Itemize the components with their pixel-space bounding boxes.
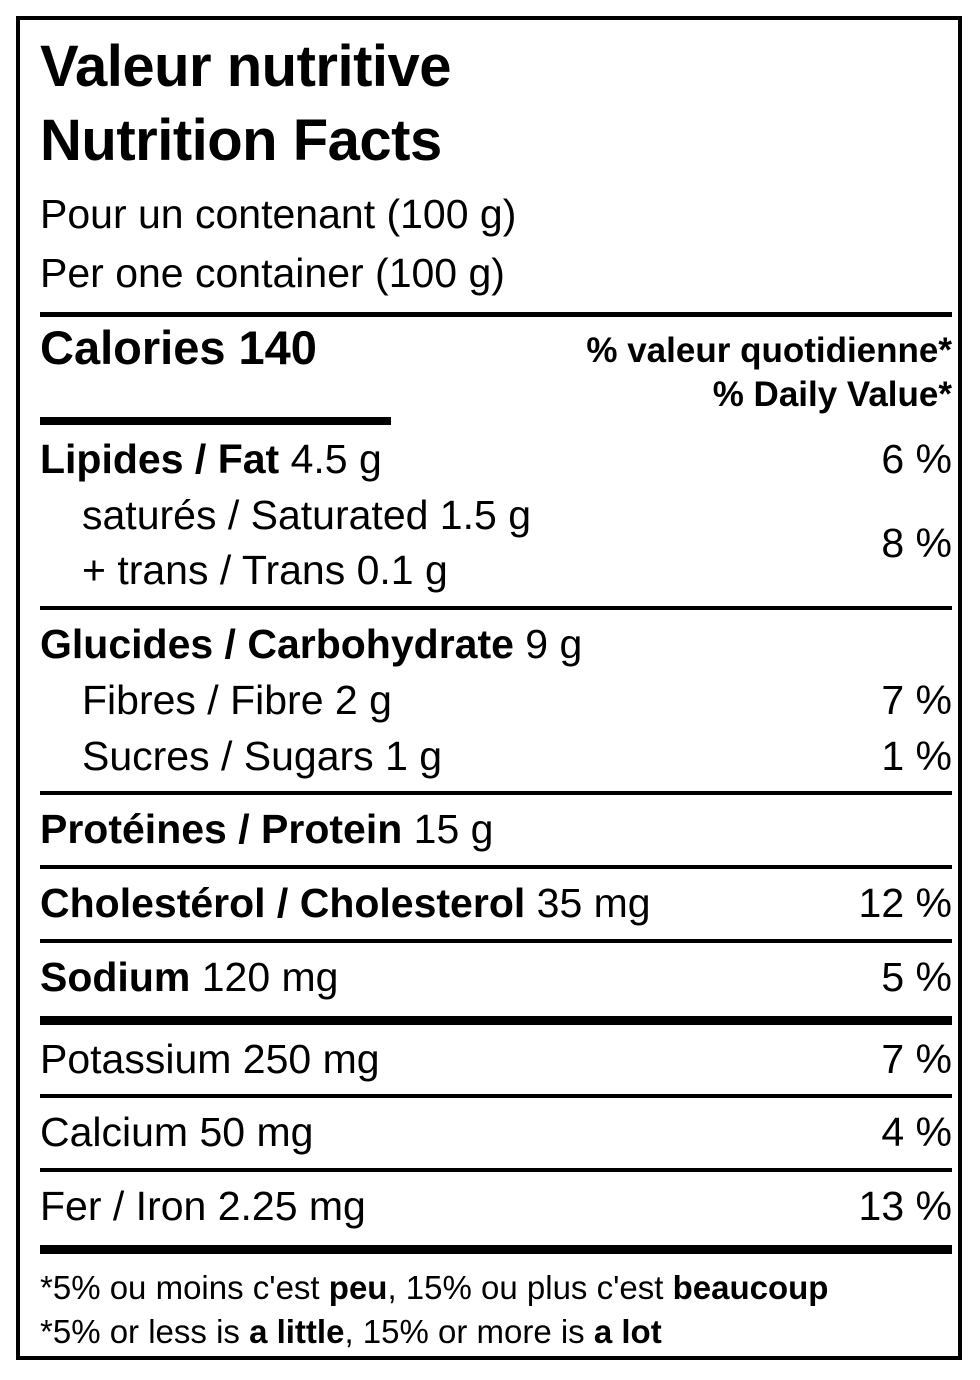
nutrient-row-iron: Fer / Iron 2.25 mg 13 % <box>40 1179 952 1235</box>
protein-amount: 15 g <box>402 806 494 853</box>
rule-after-cholesterol <box>40 938 952 943</box>
footnote-fr-bold1: peu <box>328 1268 388 1306</box>
rule-after-fat <box>40 606 952 611</box>
footnote-fr-part1: *5% ou moins c'est <box>40 1268 329 1306</box>
sodium-amount: 120 mg <box>190 953 339 1000</box>
potassium-percent: 7 % <box>881 1035 952 1082</box>
spacer <box>40 795 952 802</box>
spacer <box>40 302 952 312</box>
daily-value-header: % valeur quotidienne* % Daily Value* <box>586 321 952 417</box>
calories-label: Calories 140 <box>40 320 317 374</box>
sugars-percent: 1 % <box>881 732 952 779</box>
footnote-fr-bold2: beaucoup <box>672 1268 829 1306</box>
iron-label: Fer / Iron 2.25 mg <box>40 1183 366 1230</box>
protein-name: Protéines / Protein <box>40 806 403 853</box>
saturated-trans-lines: saturés / Saturated 1.5 g + trans / Tran… <box>40 488 881 600</box>
footnote-en-bold2: a lot <box>593 1312 662 1350</box>
rule-after-potassium <box>40 1094 952 1099</box>
fibre-label: Fibres / Fibre 2 g <box>82 676 392 723</box>
footnote-en-bold1: a little <box>249 1312 345 1350</box>
calories-row: Calories 140 % valeur quotidienne* % Dai… <box>40 321 952 417</box>
nutrient-row-carbohydrate: Glucides / Carbohydrate 9 g <box>40 617 952 673</box>
calcium-percent: 4 % <box>881 1109 952 1156</box>
footnote-english: *5% or less is a little, 15% or more is … <box>40 1310 952 1354</box>
trans-fat-label: + trans / Trans 0.1 g <box>82 547 448 594</box>
calcium-label: Calcium 50 mg <box>40 1109 314 1156</box>
footnote-block: *5% ou moins c'est peu, 15% ou plus c'es… <box>40 1266 952 1354</box>
rule-above-calories <box>40 311 952 317</box>
nutrient-row-fibre: Fibres / Fibre 2 g 7 % <box>40 673 952 729</box>
daily-value-english: % Daily Value* <box>712 374 952 414</box>
nutrient-row-fat: Lipides / Fat 4.5 g 6 % <box>40 432 952 488</box>
daily-value-french: % valeur quotidienne* <box>586 330 952 370</box>
rule-under-calories <box>40 416 392 425</box>
carbohydrate-name: Glucides / Carbohydrate <box>40 621 514 668</box>
fibre-percent: 7 % <box>881 676 952 723</box>
rule-after-calcium <box>40 1168 952 1173</box>
rule-after-carbohydrate <box>40 791 952 796</box>
nutrient-row-potassium: Potassium 250 mg 7 % <box>40 1032 952 1088</box>
spacer <box>40 1172 952 1179</box>
nutrition-facts-panel: Valeur nutritive Nutrition Facts Pour un… <box>16 16 962 1360</box>
carbohydrate-label: Glucides / Carbohydrate 9 g <box>40 617 952 673</box>
spacer <box>40 784 952 791</box>
fat-label: Lipides / Fat 4.5 g <box>40 432 881 488</box>
sodium-label: Sodium 120 mg <box>40 950 881 1006</box>
serving-size-french: Pour un contenant (100 g) <box>40 191 517 238</box>
spacer <box>40 1025 952 1032</box>
saturated-trans-group: saturés / Saturated 1.5 g + trans / Tran… <box>40 488 952 600</box>
serving-size-english: Per one container (100 g) <box>40 249 505 296</box>
nutrient-row-protein: Protéines / Protein 15 g <box>40 802 952 858</box>
nutrient-row-calcium: Calcium 50 mg 4 % <box>40 1105 952 1161</box>
spacer <box>40 1087 952 1094</box>
nutrient-row-sugars: Sucres / Sugars 1 g 1 % <box>40 729 952 785</box>
rule-after-sodium <box>40 1015 952 1025</box>
spacer <box>40 858 952 865</box>
cholesterol-percent: 12 % <box>858 880 952 927</box>
spacer <box>40 610 952 617</box>
nutrition-facts-content: Valeur nutritive Nutrition Facts Pour un… <box>40 24 952 1354</box>
nutrient-row-sodium: Sodium 120 mg 5 % <box>40 950 952 1006</box>
cholesterol-amount: 35 mg <box>525 880 651 927</box>
spacer <box>40 599 952 606</box>
spacer <box>40 425 952 432</box>
label-title-french: Valeur nutritive <box>40 34 452 99</box>
footnote-en-part1: *5% or less is <box>40 1312 250 1350</box>
protein-label: Protéines / Protein 15 g <box>40 802 952 858</box>
potassium-label: Potassium 250 mg <box>40 1035 380 1082</box>
spacer <box>40 943 952 950</box>
spacer <box>40 869 952 876</box>
carbohydrate-amount: 9 g <box>513 621 583 668</box>
iron-percent: 13 % <box>858 1183 952 1230</box>
rule-after-protein <box>40 865 952 870</box>
fat-amount: 4.5 g <box>279 435 382 482</box>
cholesterol-name: Cholestérol / Cholesterol <box>40 880 526 927</box>
fat-name: Lipides / Fat <box>40 435 280 482</box>
footnote-en-part2: , 15% or more is <box>344 1312 594 1350</box>
footnote-fr-part2: , 15% ou plus c'est <box>387 1268 673 1306</box>
sodium-percent: 5 % <box>881 953 952 1000</box>
nutrient-row-cholesterol: Cholestérol / Cholesterol 35 mg 12 % <box>40 876 952 932</box>
saturated-fat-label: saturés / Saturated 1.5 g <box>82 491 531 538</box>
spacer <box>40 1235 952 1245</box>
spacer <box>40 1006 952 1016</box>
fat-percent: 6 % <box>881 435 952 482</box>
sugars-label: Sucres / Sugars 1 g <box>82 732 443 779</box>
spacer <box>40 1098 952 1105</box>
rule-after-iron <box>40 1244 952 1254</box>
cholesterol-label: Cholestérol / Cholesterol 35 mg <box>40 876 859 932</box>
footnote-french: *5% ou moins c'est peu, 15% ou plus c'es… <box>40 1266 952 1310</box>
spacer <box>40 1161 952 1168</box>
saturated-trans-percent: 8 % <box>881 519 952 566</box>
label-title-english: Nutrition Facts <box>40 107 442 173</box>
spacer <box>40 932 952 939</box>
sodium-name: Sodium <box>40 953 191 1000</box>
